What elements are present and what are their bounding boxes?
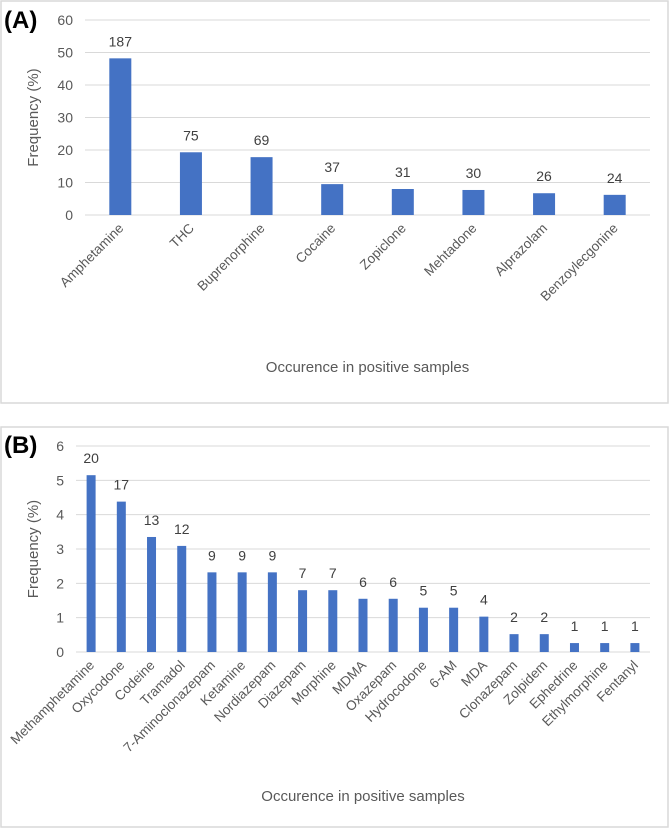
x-axis-title: Occurence in positive samples (261, 788, 464, 805)
bar (388, 598, 398, 652)
bar (358, 598, 368, 652)
data-label: 4 (480, 592, 488, 608)
y-tick-label: 6 (56, 438, 64, 454)
panel-label: (B) (4, 432, 37, 459)
data-label: 12 (174, 521, 190, 537)
y-tick-label: 40 (57, 77, 73, 93)
bar (418, 607, 428, 652)
bar (391, 189, 414, 215)
bar (298, 590, 308, 652)
bar (569, 643, 579, 652)
bar (479, 616, 489, 652)
data-label: 5 (450, 583, 458, 599)
chart-panel-a: (A)0102030405060187Amphetamine75THC69Bup… (0, 0, 669, 404)
y-tick-label: 10 (57, 175, 73, 191)
data-label: 5 (420, 583, 428, 599)
data-label: 13 (144, 512, 160, 528)
bar (207, 572, 217, 652)
bar (539, 634, 549, 652)
bar (86, 475, 96, 652)
data-label: 9 (208, 547, 216, 563)
y-tick-label: 1 (56, 610, 64, 626)
data-label: 9 (238, 547, 246, 563)
y-tick-label: 30 (57, 110, 73, 126)
bar (109, 58, 132, 215)
y-tick-label: 0 (65, 207, 73, 223)
data-label: 17 (114, 477, 130, 493)
data-label: 20 (83, 450, 99, 466)
bar (630, 643, 640, 652)
data-label: 24 (607, 170, 623, 186)
data-label: 2 (540, 609, 548, 625)
data-label: 1 (631, 618, 639, 634)
data-label: 7 (299, 565, 307, 581)
bar (462, 189, 485, 215)
y-tick-label: 20 (57, 142, 73, 158)
bar (509, 634, 519, 652)
data-label: 69 (254, 132, 270, 148)
bar (603, 194, 626, 215)
bar (250, 157, 273, 215)
bar (116, 501, 126, 652)
bar (267, 572, 277, 652)
bar (600, 643, 610, 652)
data-label: 1 (571, 618, 579, 634)
data-label: 187 (109, 33, 133, 49)
chart-panel-b: (B)012345620Methamphetamine17Oxycodone13… (0, 426, 669, 828)
y-tick-label: 2 (56, 575, 64, 591)
y-tick-label: 50 (57, 45, 73, 61)
x-axis-title: Occurence in positive samples (266, 359, 469, 376)
data-label: 30 (466, 165, 482, 181)
data-label: 7 (329, 565, 337, 581)
data-label: 6 (359, 574, 367, 590)
y-tick-label: 4 (56, 507, 64, 523)
bar (177, 545, 187, 652)
bar (179, 152, 202, 215)
y-tick-label: 3 (56, 541, 64, 557)
bar (147, 536, 157, 652)
y-tick-label: 60 (57, 12, 73, 28)
bar (533, 193, 556, 215)
data-label: 1 (601, 618, 609, 634)
data-label: 2 (510, 609, 518, 625)
data-label: 31 (395, 164, 411, 180)
panel-label: (A) (4, 7, 37, 34)
y-tick-label: 0 (56, 644, 64, 660)
bar (237, 572, 247, 652)
data-label: 26 (536, 168, 552, 184)
y-axis-title: Frequency (%) (25, 500, 42, 598)
data-label: 37 (324, 159, 340, 175)
data-label: 9 (268, 547, 276, 563)
bar (328, 590, 338, 652)
bar (321, 184, 344, 215)
data-label: 6 (389, 574, 397, 590)
y-tick-label: 5 (56, 472, 64, 488)
y-axis-title: Frequency (%) (25, 68, 42, 166)
bar (449, 607, 459, 652)
data-label: 75 (183, 127, 199, 143)
